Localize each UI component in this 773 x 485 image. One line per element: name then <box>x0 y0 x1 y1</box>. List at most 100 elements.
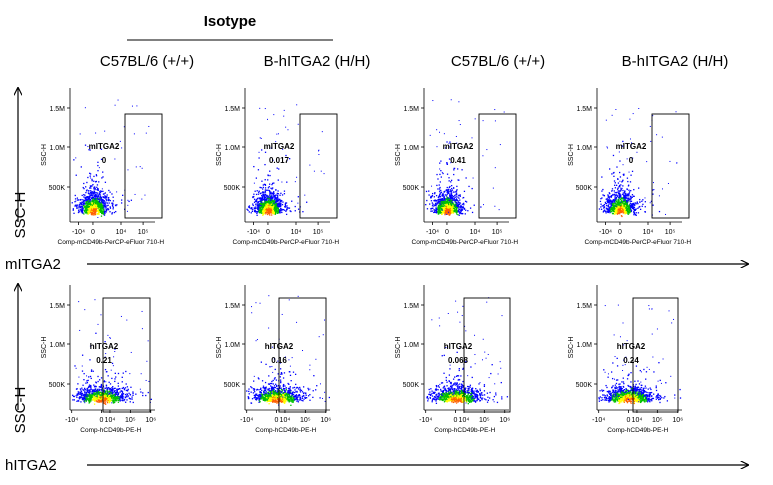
event-dot <box>261 397 263 399</box>
event-dot <box>620 201 623 203</box>
event-dot <box>444 197 446 200</box>
event-dot <box>617 202 619 204</box>
event-dot <box>93 201 95 204</box>
event-dot <box>141 328 143 330</box>
event-dot <box>77 399 79 402</box>
event-dot <box>97 202 100 204</box>
event-dot <box>628 198 630 200</box>
event-dot <box>262 191 265 193</box>
event-dot <box>102 176 104 178</box>
event-dot <box>78 206 80 208</box>
event-dot <box>87 206 90 208</box>
event-dot <box>598 208 601 210</box>
event-dot <box>608 192 610 194</box>
event-dot <box>89 187 91 189</box>
event-dot <box>95 201 97 204</box>
event-dot <box>430 208 432 210</box>
event-dot <box>273 182 275 184</box>
event-dot <box>619 205 622 207</box>
event-dot <box>619 211 621 214</box>
event-dot <box>449 141 451 143</box>
event-dot <box>260 201 263 204</box>
event-dot <box>121 395 124 397</box>
event-dot <box>108 391 110 393</box>
event-dot <box>129 398 132 400</box>
event-dot <box>267 209 270 212</box>
event-dot <box>73 159 75 161</box>
event-dot <box>607 201 609 203</box>
event-dot <box>262 396 264 398</box>
event-dot <box>109 337 111 339</box>
event-dot <box>103 395 105 397</box>
event-dot <box>619 192 621 195</box>
event-dot <box>626 188 628 190</box>
event-dot <box>269 211 271 214</box>
column-header-2: B-hITGA2 (H/H) <box>264 53 371 70</box>
event-dot <box>267 400 269 402</box>
event-dot <box>85 400 87 403</box>
event-dot <box>97 164 99 167</box>
event-dot <box>635 214 637 216</box>
event-dot <box>84 309 86 311</box>
event-dot <box>100 383 103 386</box>
event-dot <box>255 204 257 206</box>
event-dot <box>639 198 641 201</box>
event-dot <box>608 201 611 203</box>
event-dot <box>460 212 462 214</box>
event-dot <box>266 201 268 203</box>
event-dot <box>270 197 272 200</box>
event-dot <box>77 204 79 206</box>
event-dot <box>93 389 96 391</box>
event-dot <box>101 188 103 190</box>
event-dot <box>92 183 94 186</box>
event-dot <box>106 389 108 391</box>
event-dot <box>265 202 267 204</box>
event-dot <box>615 197 617 200</box>
event-dot <box>101 177 103 179</box>
event-dot <box>661 136 663 138</box>
event-dot <box>98 206 100 208</box>
event-dot <box>111 204 114 206</box>
event-dot <box>89 198 92 201</box>
event-dot <box>106 395 108 397</box>
event-dot <box>100 215 103 217</box>
event-dot <box>296 104 298 106</box>
event-dot <box>442 211 444 213</box>
event-dot <box>88 394 90 396</box>
event-dot <box>93 390 95 392</box>
x-tick-label: 0 <box>91 229 95 236</box>
event-dot <box>108 397 110 400</box>
event-dot <box>438 198 441 201</box>
event-dot <box>260 205 262 207</box>
event-dot <box>90 204 92 206</box>
event-dot <box>436 207 438 209</box>
event-dot <box>258 190 260 192</box>
event-dot <box>103 398 106 400</box>
event-dot <box>97 189 99 191</box>
event-dot <box>81 211 84 213</box>
event-dot <box>94 203 97 205</box>
event-dot <box>75 200 77 202</box>
event-dot <box>84 388 86 390</box>
event-dot <box>112 401 114 403</box>
event-dot <box>624 203 626 205</box>
event-dot <box>458 194 460 197</box>
event-dot <box>101 210 103 213</box>
event-dot <box>89 173 92 175</box>
event-dot <box>92 194 94 196</box>
event-dot <box>665 213 667 215</box>
event-dot <box>609 209 612 211</box>
event-dot <box>633 195 635 198</box>
event-dot <box>102 212 104 214</box>
event-dot <box>247 209 249 211</box>
event-dot <box>100 198 102 200</box>
event-dot <box>272 196 274 198</box>
event-dot <box>104 130 106 132</box>
event-dot <box>618 191 620 194</box>
event-dot <box>450 191 452 193</box>
event-dot <box>266 118 268 120</box>
event-dot <box>281 194 284 196</box>
event-dot <box>618 197 621 199</box>
event-dot <box>91 206 93 208</box>
event-dot <box>449 202 452 205</box>
